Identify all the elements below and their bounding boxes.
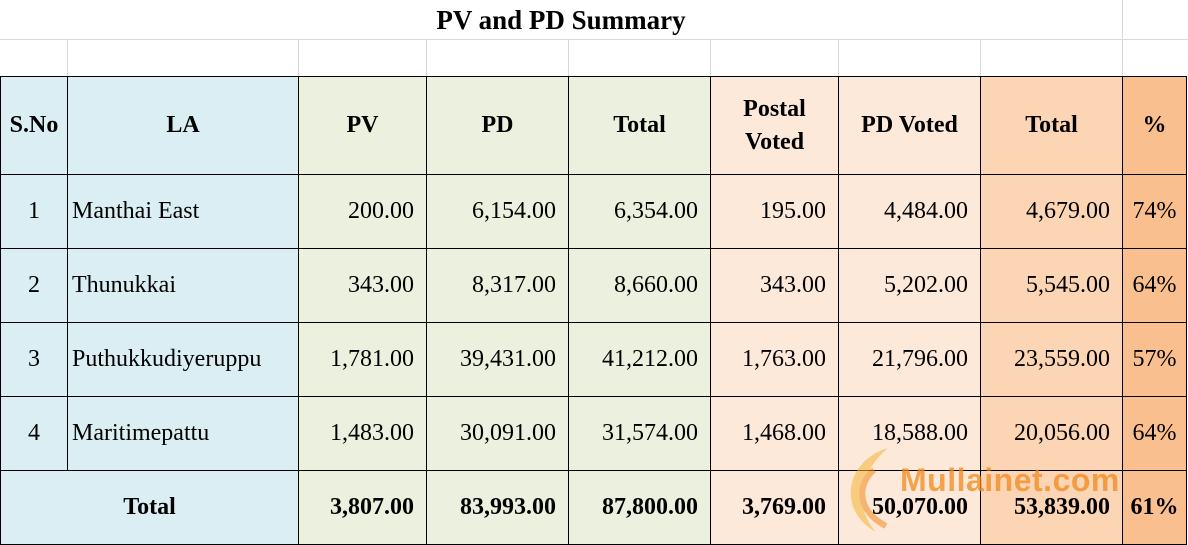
gridline bbox=[298, 40, 299, 76]
header-percent: % bbox=[1122, 76, 1187, 175]
title-row: PV and PD Summary bbox=[0, 0, 1188, 40]
cell-pd: 6,154.00 bbox=[426, 174, 569, 249]
cell-sno: 4 bbox=[0, 396, 68, 471]
table-row: 1 Manthai East 200.00 6,154.00 6,354.00 … bbox=[0, 174, 1187, 249]
totals-row: Total 3,807.00 83,993.00 87,800.00 3,769… bbox=[0, 470, 1187, 545]
totals-pd-voted: 50,070.00 bbox=[838, 470, 981, 545]
gridline bbox=[0, 39, 1188, 40]
cell-sno: 3 bbox=[0, 322, 68, 397]
totals-percent: 61% bbox=[1122, 470, 1187, 545]
table-row: 3 Puthukkudiyeruppu 1,781.00 39,431.00 4… bbox=[0, 322, 1187, 397]
cell-total-voted: 20,056.00 bbox=[980, 396, 1123, 471]
cell-percent: 64% bbox=[1122, 248, 1187, 323]
cell-total: 31,574.00 bbox=[568, 396, 711, 471]
cell-sno: 1 bbox=[0, 174, 68, 249]
cell-sno: 2 bbox=[0, 248, 68, 323]
header-total-voted: Total bbox=[980, 76, 1123, 175]
totals-total: 87,800.00 bbox=[568, 470, 711, 545]
cell-la: Maritimepattu bbox=[67, 396, 299, 471]
cell-total-voted: 4,679.00 bbox=[980, 174, 1123, 249]
header-pd-voted: PD Voted bbox=[838, 76, 981, 175]
cell-la: Thunukkai bbox=[67, 248, 299, 323]
totals-label: Total bbox=[0, 470, 299, 545]
cell-pv: 200.00 bbox=[298, 174, 427, 249]
header-sno: S.No bbox=[0, 76, 68, 175]
gridline bbox=[838, 40, 839, 76]
cell-pd: 39,431.00 bbox=[426, 322, 569, 397]
gridline bbox=[710, 40, 711, 76]
table-row: 4 Maritimepattu 1,483.00 30,091.00 31,57… bbox=[0, 396, 1187, 471]
header-pd: PD bbox=[426, 76, 569, 175]
totals-pv: 3,807.00 bbox=[298, 470, 427, 545]
totals-total-voted: 53,839.00 bbox=[980, 470, 1123, 545]
cell-total: 6,354.00 bbox=[568, 174, 711, 249]
gridline bbox=[980, 40, 981, 76]
page-title: PV and PD Summary bbox=[436, 5, 686, 35]
gridline bbox=[426, 40, 427, 76]
header-la: LA bbox=[67, 76, 299, 175]
cell-total: 8,660.00 bbox=[568, 248, 711, 323]
cell-pd-voted: 21,796.00 bbox=[838, 322, 981, 397]
cell-pv: 343.00 bbox=[298, 248, 427, 323]
cell-la: Manthai East bbox=[67, 174, 299, 249]
cell-pd: 8,317.00 bbox=[426, 248, 569, 323]
cell-pd-voted: 5,202.00 bbox=[838, 248, 981, 323]
cell-la: Puthukkudiyeruppu bbox=[67, 322, 299, 397]
cell-total-voted: 23,559.00 bbox=[980, 322, 1123, 397]
header-row: S.No LA PV PD Total Postal Voted PD Vote… bbox=[0, 76, 1187, 175]
cell-pv: 1,781.00 bbox=[298, 322, 427, 397]
cell-percent: 74% bbox=[1122, 174, 1187, 249]
cell-pd-voted: 18,588.00 bbox=[838, 396, 981, 471]
header-pv: PV bbox=[298, 76, 427, 175]
cell-percent: 64% bbox=[1122, 396, 1187, 471]
cell-total: 41,212.00 bbox=[568, 322, 711, 397]
table-row: 2 Thunukkai 343.00 8,317.00 8,660.00 343… bbox=[0, 248, 1187, 323]
summary-table: S.No LA PV PD Total Postal Voted PD Vote… bbox=[0, 76, 1187, 545]
cell-percent: 57% bbox=[1122, 322, 1187, 397]
cell-pd: 30,091.00 bbox=[426, 396, 569, 471]
gridline bbox=[67, 40, 68, 76]
cell-postal-voted: 1,468.00 bbox=[710, 396, 839, 471]
cell-postal-voted: 343.00 bbox=[710, 248, 839, 323]
cell-postal-voted: 195.00 bbox=[710, 174, 839, 249]
header-total: Total bbox=[568, 76, 711, 175]
cell-postal-voted: 1,763.00 bbox=[710, 322, 839, 397]
header-postal-voted: Postal Voted bbox=[710, 76, 839, 175]
totals-pd: 83,993.00 bbox=[426, 470, 569, 545]
cell-pv: 1,483.00 bbox=[298, 396, 427, 471]
cell-pd-voted: 4,484.00 bbox=[838, 174, 981, 249]
cell-total-voted: 5,545.00 bbox=[980, 248, 1123, 323]
gridline bbox=[1122, 0, 1123, 76]
gridline bbox=[568, 40, 569, 76]
totals-postal-voted: 3,769.00 bbox=[710, 470, 839, 545]
